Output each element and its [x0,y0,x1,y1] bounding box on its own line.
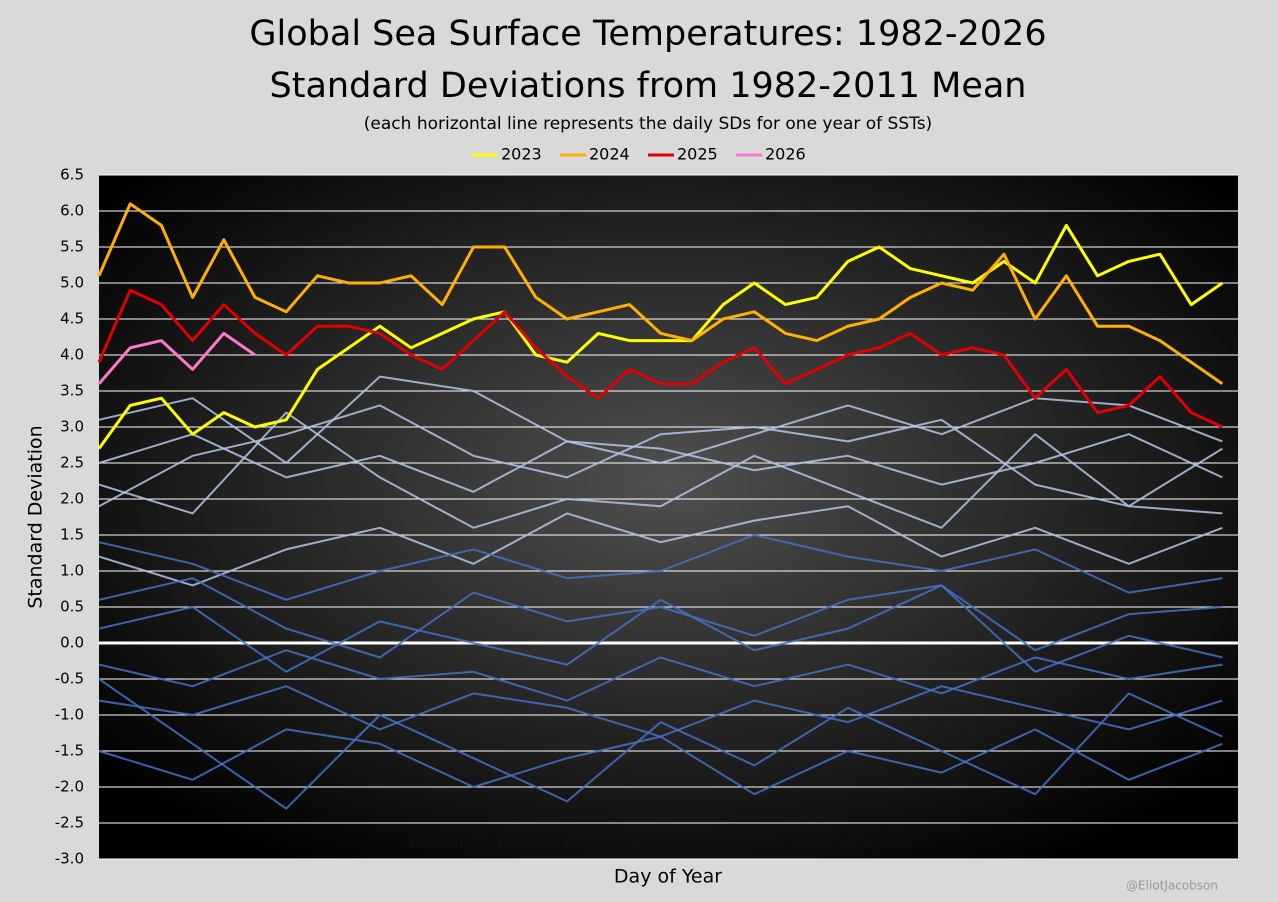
chart-subtitle: Standard Deviations from 1982-2011 Mean [270,66,1027,106]
background-line [98,649,1223,702]
y-tick-label: -1.5 [55,742,84,760]
series-line [97,288,1224,429]
y-tick-label: 1.5 [60,526,84,544]
series-line [97,223,1224,450]
y-tick-label: 5.0 [60,274,84,292]
y-tick-label: 6.0 [60,202,84,220]
x-axis-label: Day of Year [614,866,722,888]
y-tick-label: -2.5 [55,814,84,832]
background-line [98,678,1223,810]
credit: @EliotJacobson [1126,879,1218,893]
chart-note: (each horizontal line represents the dai… [364,114,932,134]
background-line [98,728,1223,796]
legend-label: 2026 [765,145,806,164]
y-tick-label: 3.0 [60,418,84,436]
background-line [98,534,1223,601]
y-axis-label: Standard Deviation [25,425,47,608]
y-tick-label: 6.5 [60,166,84,184]
y-tick-label: -2.0 [55,778,84,796]
y-tick-label: 2.5 [60,454,84,472]
legend-label: 2023 [501,145,542,164]
background-line [98,404,1223,508]
y-tick-label: 2.0 [60,490,84,508]
y-tick-label: 5.5 [60,238,84,256]
y-tick-label: 4.0 [60,346,84,364]
y-tick-label: -0.5 [55,670,84,688]
series-line [97,202,1224,386]
y-tick-label: 0.5 [60,598,84,616]
y-tick-label: 1.0 [60,562,84,580]
y-tick-label: 4.5 [60,310,84,328]
y-tick-label: 0.0 [60,634,84,652]
series-line [97,331,256,385]
background-line [98,411,1223,529]
legend-label: 2025 [677,145,718,164]
background-line [98,584,1223,673]
chart-title: Global Sea Surface Temperatures: 1982-20… [249,14,1046,54]
background-line [98,433,1223,493]
y-tick-label: -1.0 [55,706,84,724]
y-tick-label: 3.5 [60,382,84,400]
legend-label: 2024 [589,145,630,164]
plot-area [99,175,1238,859]
source-note: Data: https://climatereanalyzer.org/clim… [411,838,910,852]
y-tick-label: -3.0 [55,850,84,868]
background-line [98,577,1223,659]
background-line [98,505,1223,587]
